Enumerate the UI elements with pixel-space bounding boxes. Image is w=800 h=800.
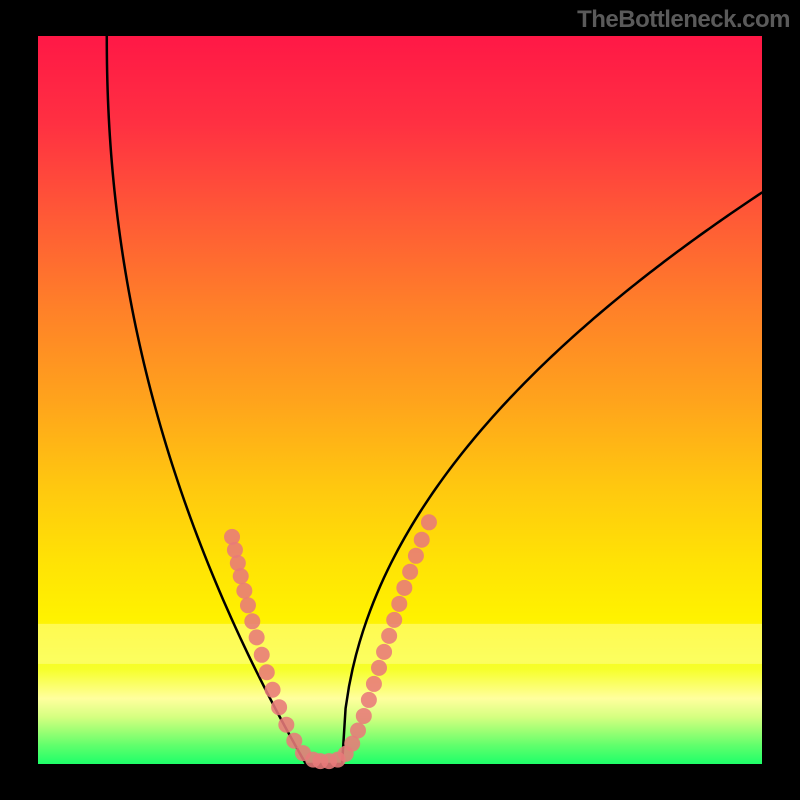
chart-root: TheBottleneck.com — [0, 0, 800, 800]
watermark-text: TheBottleneck.com — [577, 6, 790, 34]
bottleneck-chart — [0, 0, 800, 800]
